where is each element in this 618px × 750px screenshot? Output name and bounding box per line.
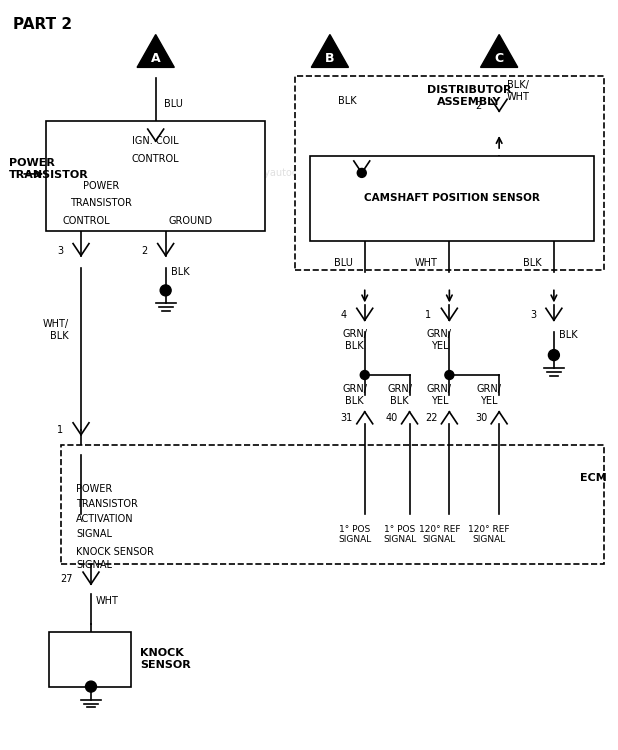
Text: BLK/
WHT: BLK/ WHT — [507, 80, 530, 102]
FancyBboxPatch shape — [295, 76, 604, 271]
Text: 1: 1 — [132, 131, 138, 141]
Circle shape — [85, 681, 96, 692]
Text: KNOCK SENSOR: KNOCK SENSOR — [76, 548, 154, 557]
Text: GRN/
BLK: GRN/ BLK — [387, 384, 412, 406]
Text: BLU: BLU — [334, 257, 353, 268]
Text: B: B — [325, 52, 335, 65]
Text: POWER
TRANSISTOR: POWER TRANSISTOR — [9, 158, 89, 180]
FancyBboxPatch shape — [61, 445, 604, 564]
Text: BLU: BLU — [164, 99, 182, 109]
FancyBboxPatch shape — [310, 156, 594, 241]
Circle shape — [548, 350, 559, 361]
Text: POWER: POWER — [83, 181, 119, 190]
Text: WHT: WHT — [96, 596, 119, 606]
FancyBboxPatch shape — [49, 632, 131, 686]
Circle shape — [160, 285, 171, 296]
Text: 27: 27 — [61, 574, 73, 584]
Text: 40: 40 — [386, 413, 397, 423]
Polygon shape — [311, 34, 349, 68]
Circle shape — [357, 169, 366, 178]
Text: GRN/
BLK: GRN/ BLK — [342, 329, 367, 351]
Text: DISTRIBUTOR
ASSEMBLY: DISTRIBUTOR ASSEMBLY — [427, 86, 512, 107]
Text: 3: 3 — [57, 245, 63, 256]
Text: easyautodiagnostics.com: easyautodiagnostics.com — [247, 168, 371, 178]
Text: A: A — [151, 52, 161, 65]
Text: GRN/
BLK: GRN/ BLK — [342, 384, 367, 406]
Text: 30: 30 — [475, 413, 487, 423]
Text: TRANSISTOR: TRANSISTOR — [76, 500, 138, 509]
Text: GRN/
YEL: GRN/ YEL — [427, 384, 452, 406]
FancyBboxPatch shape — [46, 122, 265, 231]
Text: BLK: BLK — [523, 257, 542, 268]
Text: CONTROL: CONTROL — [132, 154, 179, 164]
Text: ECM: ECM — [580, 472, 607, 482]
Text: 1° POS
SIGNAL: 1° POS SIGNAL — [383, 524, 416, 544]
Text: C: C — [494, 52, 504, 65]
Text: 3: 3 — [530, 310, 536, 320]
Polygon shape — [137, 34, 174, 68]
Text: GRN/
YEL: GRN/ YEL — [427, 329, 452, 351]
Text: SIGNAL: SIGNAL — [76, 530, 112, 539]
Text: SIGNAL: SIGNAL — [76, 560, 112, 570]
Text: WHT/
BLK: WHT/ BLK — [43, 320, 69, 341]
Text: CAMSHAFT POSITION SENSOR: CAMSHAFT POSITION SENSOR — [364, 194, 540, 203]
Text: PART 2: PART 2 — [14, 16, 72, 32]
Text: POWER: POWER — [76, 484, 112, 494]
Circle shape — [360, 370, 369, 380]
Text: GRN/
YEL: GRN/ YEL — [476, 384, 502, 406]
Polygon shape — [481, 34, 518, 68]
Text: ACTIVATION: ACTIVATION — [76, 514, 133, 524]
Text: 120° REF
SIGNAL: 120° REF SIGNAL — [418, 524, 460, 544]
Text: BLK: BLK — [559, 330, 577, 340]
Text: RED: RED — [507, 156, 528, 166]
Text: KNOCK
SENSOR: KNOCK SENSOR — [140, 648, 190, 670]
Text: BLK: BLK — [171, 268, 189, 278]
Text: 1: 1 — [425, 310, 431, 320]
Text: GROUND: GROUND — [169, 216, 213, 226]
Text: 4: 4 — [341, 310, 347, 320]
Text: 31: 31 — [341, 413, 353, 423]
Circle shape — [445, 370, 454, 380]
Text: WHT: WHT — [415, 257, 438, 268]
Text: 1° POS
SIGNAL: 1° POS SIGNAL — [338, 524, 371, 544]
Text: IGN. COIL: IGN. COIL — [132, 136, 179, 146]
Text: 22: 22 — [425, 413, 438, 423]
Text: 1: 1 — [57, 424, 63, 435]
Text: CONTROL: CONTROL — [62, 216, 110, 226]
Text: BLK: BLK — [338, 96, 357, 106]
Text: 120° REF
SIGNAL: 120° REF SIGNAL — [468, 524, 510, 544]
Text: 2: 2 — [142, 245, 148, 256]
Text: 2: 2 — [475, 101, 481, 111]
Text: TRANSISTOR: TRANSISTOR — [70, 198, 132, 208]
